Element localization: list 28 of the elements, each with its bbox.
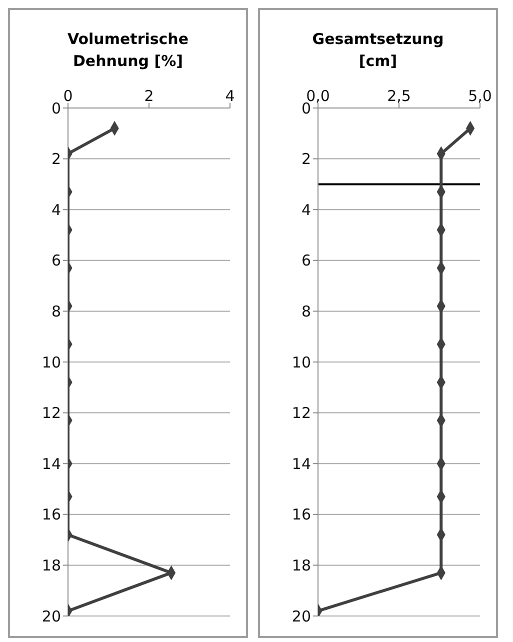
x-tick-label: 2	[144, 87, 154, 105]
y-tick-label: 12	[292, 404, 311, 422]
y-tick-label: 4	[301, 200, 311, 219]
y-tick-label: 10	[42, 353, 61, 372]
x-tick-label: 5,0	[468, 87, 492, 105]
chart-title: Volumetrische Dehnung [%]	[66, 29, 190, 72]
y-tick-label: 20	[292, 607, 311, 626]
y-tick-label: 6	[301, 252, 311, 270]
y-tick-label: 16	[292, 506, 311, 524]
y-tick-label: 14	[292, 454, 311, 473]
x-tick-label: 0	[63, 87, 73, 105]
x-tick-label: 4	[225, 87, 235, 105]
chart-title: Gesamtsetzung [cm]	[311, 29, 445, 72]
y-tick-label: 2	[301, 150, 311, 168]
y-tick-label: 0	[51, 99, 61, 118]
y-tick-label: 8	[51, 302, 61, 321]
y-tick-label: 18	[42, 556, 61, 575]
y-tick-label: 6	[51, 252, 61, 270]
y-tick-label: 2	[51, 150, 61, 168]
y-tick-label: 8	[301, 302, 311, 321]
y-tick-label: 20	[42, 607, 61, 626]
y-tick-label: 4	[51, 200, 61, 219]
y-tick-label: 14	[42, 454, 61, 473]
y-tick-label: 10	[292, 353, 311, 372]
y-tick-label: 16	[42, 506, 61, 524]
y-tick-label: 18	[292, 556, 311, 575]
x-tick-label: 2,5	[387, 87, 411, 105]
y-tick-label: 12	[42, 404, 61, 422]
